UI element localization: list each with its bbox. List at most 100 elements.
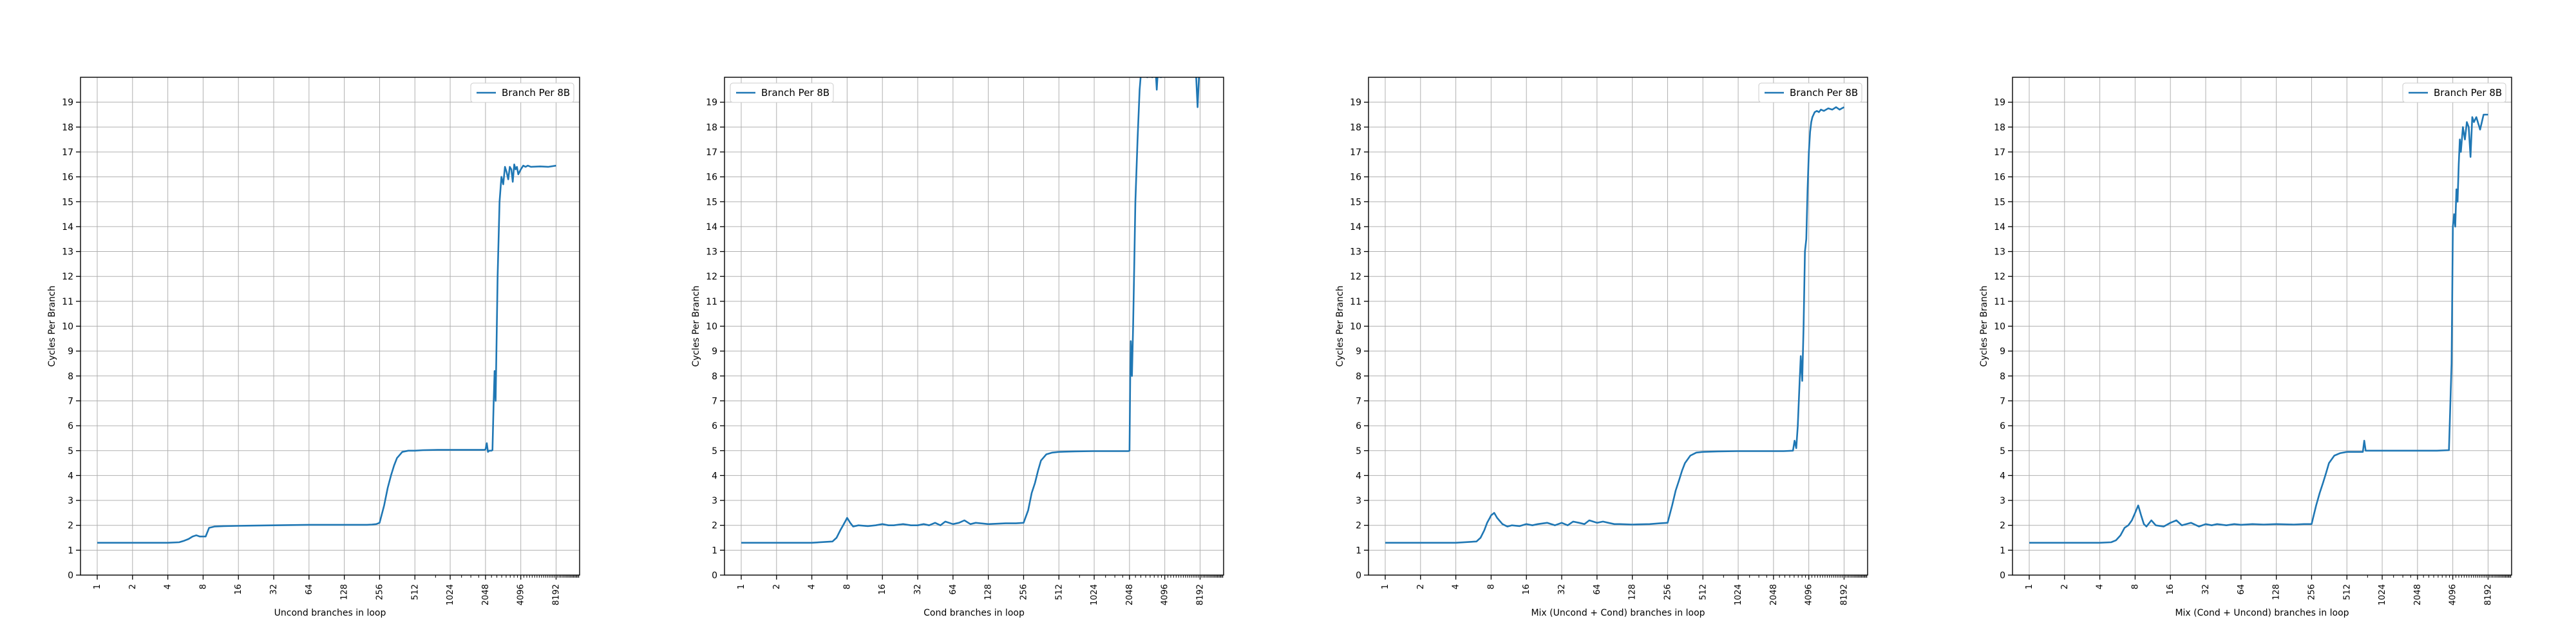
y-tick-label: 1: [2000, 545, 2005, 556]
series-line: [741, 77, 1200, 544]
chart-panel-2: 1 2 4 8 16 32 64 128 256 512 1024 2048 4096 819201234…: [691, 77, 1224, 618]
y-tick-label: 10: [1994, 322, 2005, 332]
y-tick-label: 19: [1994, 98, 2005, 108]
y-tick-label: 19: [706, 98, 717, 108]
x-tick-label: 32: [2201, 584, 2211, 595]
legend: Branch Per 8B: [730, 82, 834, 103]
y-tick-label: 5: [2000, 446, 2005, 457]
legend-box: [470, 82, 574, 103]
legend: Branch Per 8B: [1758, 82, 1862, 103]
legend: Branch Per 8B: [470, 82, 574, 103]
y-tick-label: 3: [712, 496, 717, 506]
x-tick-label: 512: [2342, 584, 2352, 600]
x-tick-label: 1024: [1734, 584, 1743, 605]
y-tick-label: 17: [1994, 147, 2005, 158]
y-tick-label: 4: [68, 471, 73, 481]
y-tick-label: 13: [706, 247, 717, 258]
x-tick-label: 128: [2272, 584, 2282, 600]
y-tick-label: 5: [1356, 446, 1361, 457]
y-tick-label: 3: [68, 496, 73, 506]
x-axis-label: Mix (Cond + Uncond) branches in loop: [2175, 608, 2349, 618]
y-tick-label: 1: [1356, 545, 1361, 556]
x-tick-label: 64: [1593, 584, 1602, 595]
x-tick-label: 1: [737, 584, 746, 589]
x-axis-label: Uncond branches in loop: [274, 608, 386, 618]
x-tick-label: 4: [2096, 584, 2105, 589]
x-tick-label: 512: [1698, 584, 1708, 600]
y-tick-label: 17: [62, 147, 73, 158]
legend-label: Branch Per 8B: [502, 87, 570, 99]
y-axis-label: Cycles Per Branch: [47, 285, 57, 366]
x-axis-label: Cond branches in loop: [923, 608, 1025, 618]
series-line: [1385, 106, 1845, 544]
legend: Branch Per 8B: [2402, 82, 2506, 103]
y-tick-label: 11: [62, 297, 73, 307]
x-tick-label: 32: [269, 584, 279, 595]
y-tick-label: 14: [1994, 222, 2005, 232]
x-tick-label: 256: [1663, 584, 1672, 600]
y-tick-label: 2: [1356, 521, 1361, 531]
y-tick-label: 14: [706, 222, 717, 232]
y-tick-label: 7: [1356, 396, 1361, 406]
x-tick-label: 1: [2025, 584, 2034, 589]
chart-panel-4: 1 2 4 8 16 32 64 128 256 512 1024 2048 4096 819201234…: [1979, 77, 2512, 618]
y-tick-label: 7: [2000, 396, 2005, 406]
x-tick-label: 16: [234, 584, 243, 595]
x-tick-label: 1024: [1090, 584, 1099, 605]
y-tick-label: 11: [1994, 297, 2005, 307]
x-tick-label: 256: [375, 584, 384, 600]
x-tick-label: 8192: [1195, 584, 1205, 605]
chart-panel-1: 1 2 4 8 16 32 64 128 256 512 1024 2048 4096 819201234…: [47, 77, 580, 618]
y-tick-label: 18: [62, 122, 73, 133]
x-tick-label: 8192: [551, 584, 561, 605]
y-tick-label: 4: [1356, 471, 1361, 481]
x-tick-label: 2048: [2413, 584, 2423, 605]
y-tick-label: 10: [1350, 322, 1361, 332]
y-tick-label: 0: [2000, 571, 2005, 581]
x-tick-label: 4: [1452, 584, 1461, 589]
x-tick-label: 512: [1054, 584, 1064, 600]
y-tick-label: 1: [68, 545, 73, 556]
y-tick-label: 11: [706, 297, 717, 307]
y-tick-label: 9: [2000, 346, 2005, 357]
y-axis-label: Cycles Per Branch: [691, 285, 701, 366]
y-tick-label: 2: [712, 521, 717, 531]
y-tick-label: 1: [712, 545, 717, 556]
y-tick-label: 12: [62, 272, 73, 282]
legend-label: Branch Per 8B: [1790, 87, 1858, 99]
y-tick-label: 15: [1350, 197, 1361, 207]
y-tick-label: 7: [68, 396, 73, 406]
x-tick-label: 4096: [1160, 584, 1170, 605]
x-tick-label: 2048: [1769, 584, 1779, 605]
x-tick-label: 8: [1486, 584, 1496, 589]
x-tick-label: 4096: [1804, 584, 1814, 605]
x-tick-label: 256: [2307, 584, 2316, 600]
series-line: [97, 164, 556, 544]
x-tick-label: 1024: [2378, 584, 2387, 605]
x-tick-label: 1: [1381, 584, 1390, 589]
y-tick-label: 0: [712, 571, 717, 581]
y-tick-label: 15: [62, 197, 73, 207]
y-tick-label: 2: [2000, 521, 2005, 531]
y-tick-label: 14: [1350, 222, 1361, 232]
y-tick-label: 6: [68, 421, 73, 431]
chart-panel-3: 1 2 4 8 16 32 64 128 256 512 1024 2048 4096 819201234…: [1335, 77, 1868, 618]
legend-box: [1758, 82, 1862, 103]
y-tick-label: 10: [62, 322, 73, 332]
x-tick-label: 2: [1416, 584, 1426, 589]
y-tick-label: 6: [2000, 421, 2005, 431]
y-tick-label: 5: [712, 446, 717, 457]
y-tick-label: 9: [712, 346, 717, 357]
x-tick-label: 4: [808, 584, 817, 589]
y-tick-label: 17: [706, 147, 717, 158]
x-tick-label: 4096: [516, 584, 526, 605]
x-tick-label: 128: [340, 584, 350, 600]
axes-frame: [80, 77, 580, 576]
y-tick-label: 12: [1350, 272, 1361, 282]
x-tick-label: 64: [949, 584, 958, 595]
y-tick-label: 13: [62, 247, 73, 258]
x-tick-label: 32: [913, 584, 923, 595]
x-tick-label: 64: [2237, 584, 2246, 595]
y-tick-label: 3: [1356, 496, 1361, 506]
y-tick-label: 15: [1994, 197, 2005, 207]
